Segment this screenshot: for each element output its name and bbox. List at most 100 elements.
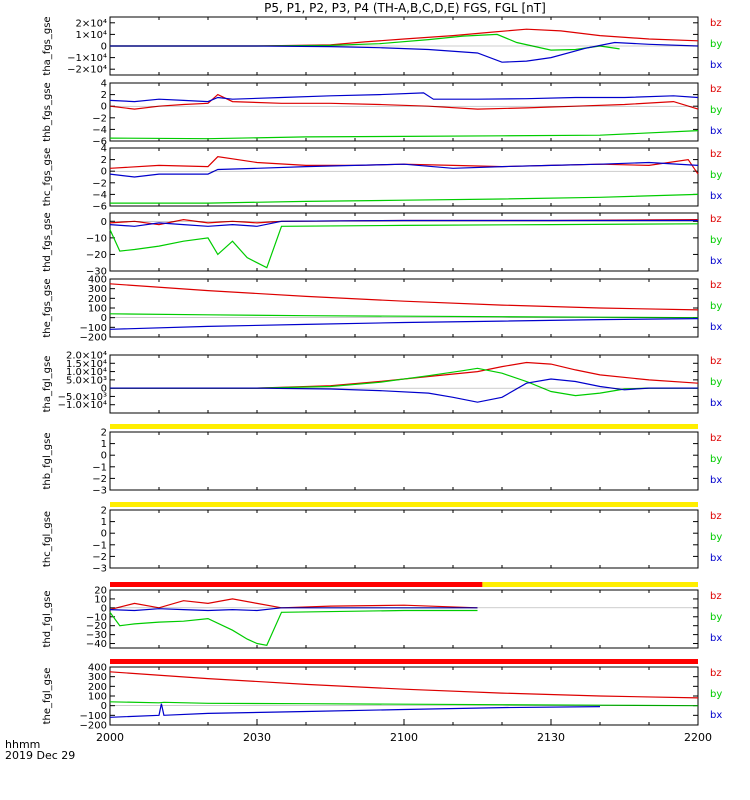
date-label: 2019 Dec 29 (5, 749, 75, 762)
legend-bx: bx (710, 126, 722, 137)
status-bar (482, 582, 698, 587)
series-line-bz (109, 598, 478, 611)
y-tick-label: 0 (101, 451, 107, 462)
y-tick-label: −30 (86, 630, 107, 641)
legend-by: by (710, 105, 722, 116)
legend-bx: bx (710, 191, 722, 202)
legend-bx: bx (710, 475, 722, 486)
legend-bz: bz (710, 280, 722, 291)
y-tick-label: −6 (92, 137, 107, 148)
y-tick-label: −4 (92, 190, 107, 201)
y-tick-label: −200 (80, 721, 107, 732)
y-tick-label: 2 (101, 428, 107, 439)
y-axis-label: tha_fgs_gse (42, 16, 53, 75)
y-tick-label: 0 (101, 603, 107, 614)
y-tick-label: −2×10⁴ (67, 65, 107, 76)
y-tick-label: −4 (92, 125, 107, 136)
y-tick-label: −30 (86, 267, 107, 278)
y-axis-label: thc_fgs_gse (42, 148, 53, 207)
y-tick-label: −2 (92, 178, 107, 189)
y-tick-label: 200 (88, 294, 107, 305)
y-tick-label: 1 (101, 517, 107, 528)
panel-thb_fgs_gse: 420−2−4−6 thb_fgs_gse bz by bx (42, 79, 722, 148)
legend-by: by (710, 377, 722, 388)
y-tick-label: −1 (92, 462, 107, 473)
y-tick-label: −100 (80, 711, 107, 722)
series-line-bx (109, 219, 698, 227)
y-tick-label: −2 (92, 552, 107, 563)
y-tick-label: 4 (101, 144, 107, 155)
panel-frame (109, 589, 699, 649)
series-line-bx (109, 607, 478, 612)
y-tick-label: −3 (92, 486, 107, 497)
y-tick-label: 20 (94, 586, 107, 597)
series-line-by (109, 609, 478, 646)
panel-thd_fgs_gse: 0 −10 −20 −30 thd_fgs_gse bz by bx (42, 212, 722, 277)
chart-title: P5, P1, P2, P3, P4 (TH-A,B,C,D,E) FGS, F… (264, 1, 546, 15)
y-tick-label: 1.0×10⁴ (66, 367, 107, 378)
legend-by: by (710, 532, 722, 543)
y-tick-label: −10 (86, 233, 107, 244)
legend-by: by (710, 454, 722, 465)
series-line-bx (110, 378, 698, 403)
panel-frame (109, 82, 699, 142)
status-bar (110, 582, 483, 587)
panel-thc_fgs_gse: 420−2−4−6 thc_fgs_gse bz by bx (42, 144, 722, 213)
legend-by: by (710, 235, 722, 246)
legend-bx: bx (710, 553, 722, 564)
y-tick-label: 2 (101, 506, 107, 517)
y-tick-label: −1×10⁴ (67, 53, 107, 64)
legend-bz: bz (710, 18, 722, 29)
y-tick-label: −2 (92, 113, 107, 124)
y-tick-label: 2 (101, 90, 107, 101)
y-tick-label: 0 (101, 167, 107, 178)
legend-by: by (710, 689, 722, 700)
legend-bx: bx (710, 710, 722, 721)
y-tick-label: 300 (88, 284, 107, 295)
series-line-by (109, 313, 699, 319)
legend-bx: bx (710, 60, 722, 71)
y-tick-label: 2.0×10⁴ (66, 351, 107, 362)
series-line-bx (109, 92, 699, 103)
y-tick-label: 400 (88, 275, 107, 286)
y-tick-label: −20 (86, 250, 107, 261)
series-line-by (109, 223, 699, 269)
series-line-bz (109, 93, 699, 110)
y-tick-label: 1×10⁴ (76, 30, 107, 41)
status-bar (110, 424, 698, 429)
y-tick-label: −1 (92, 540, 107, 551)
y-tick-label: −100 (80, 323, 107, 334)
legend-by: by (710, 612, 722, 623)
legend-bx: bx (710, 322, 722, 333)
legend-bz: bz (710, 668, 722, 679)
panel-tha_fgl_gse: 2.0×10⁴1.5×10⁴1.0×10⁴5.0×10³0−5.0×10³−1.… (42, 351, 722, 414)
status-bar (110, 502, 698, 507)
y-tick-label: 100 (88, 304, 107, 315)
legend-bx: bx (710, 256, 722, 267)
x-tick-label: 2200 (684, 731, 712, 744)
y-tick-label: 0 (101, 701, 107, 712)
y-tick-label: −5.0×10³ (58, 392, 107, 403)
y-tick-label: 0 (101, 313, 107, 324)
y-axis-label: thd_fgl_gse (42, 591, 53, 648)
legend-bz: bz (710, 149, 722, 160)
y-tick-label: 1 (101, 439, 107, 450)
y-axis-label: thb_fgs_gse (42, 82, 53, 141)
y-tick-label: 0 (101, 529, 107, 540)
panel-thb_fgl_gse: 210−1−2−3 thb_fgl_gse bz by bx (42, 424, 722, 497)
time-label: hhmm (5, 738, 40, 751)
y-tick-label: −10 (86, 612, 107, 623)
series-line-bx (109, 703, 601, 718)
y-tick-label: 0 (101, 217, 107, 228)
legend-by: by (710, 170, 722, 181)
y-tick-label: 0 (101, 102, 107, 113)
y-tick-label: 10 (94, 594, 107, 605)
series-line-bx (109, 318, 699, 330)
y-axis-label: thb_fgl_gse (42, 433, 53, 490)
y-tick-label: 2 (101, 155, 107, 166)
